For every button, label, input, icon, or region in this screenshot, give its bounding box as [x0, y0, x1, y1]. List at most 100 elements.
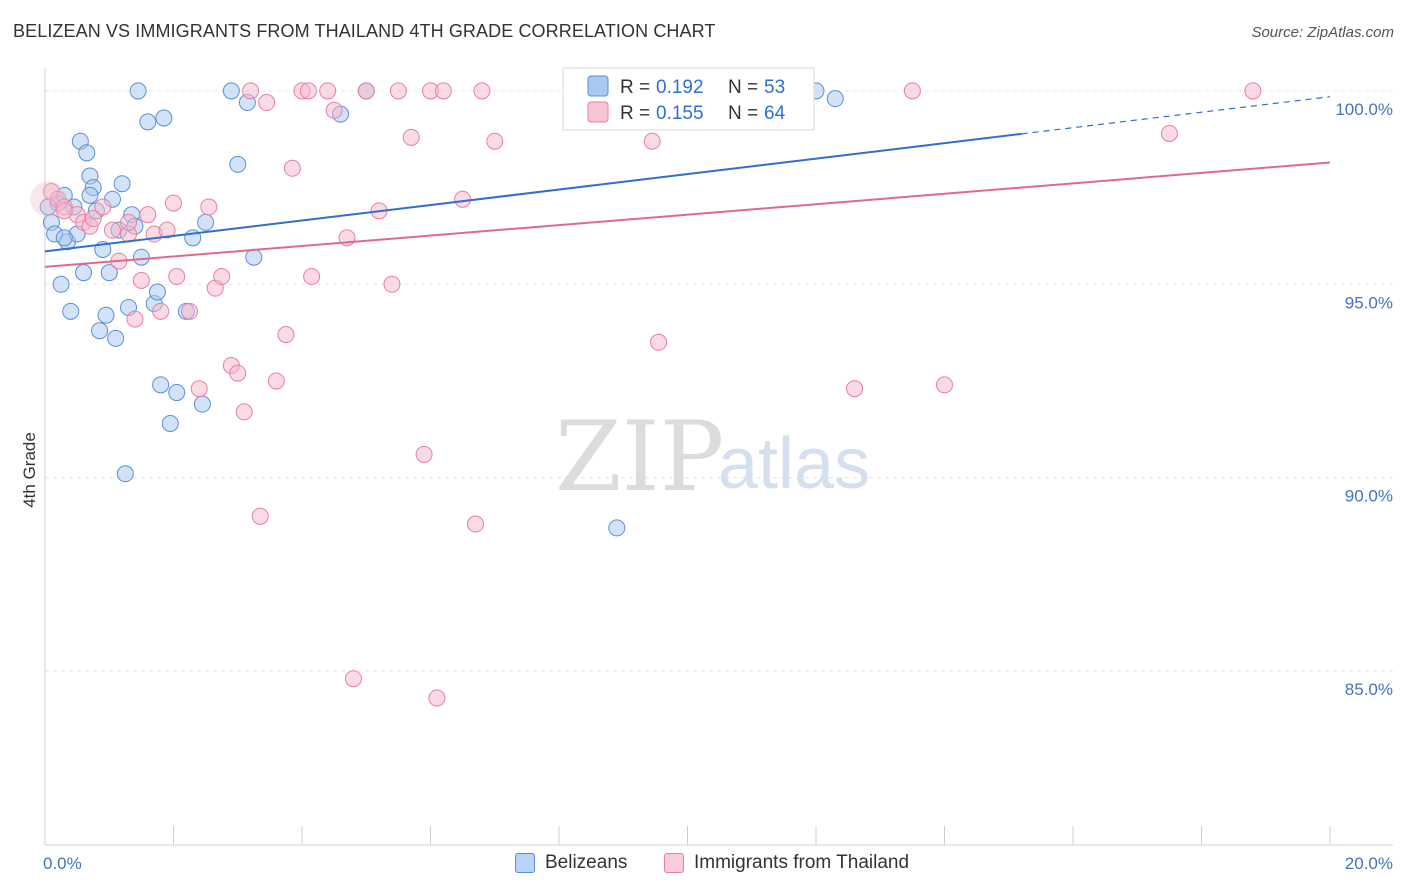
- legend-r-label-1: R =: [620, 77, 650, 98]
- point-belizean: [81, 186, 99, 204]
- point-thailand: [936, 376, 953, 394]
- point-thailand: [454, 190, 472, 208]
- point-thailand: [1244, 82, 1262, 100]
- point-thailand: [152, 302, 170, 320]
- point-thailand: [344, 670, 362, 688]
- point-belizean: [129, 82, 147, 100]
- legend-r-label-2: R =: [620, 103, 650, 124]
- chart-title: BELIZEAN VS IMMIGRANTS FROM THAILAND 4TH…: [13, 21, 716, 41]
- point-thailand: [190, 380, 208, 398]
- y-tick-label: 90.0%: [1345, 487, 1393, 506]
- trend-layer: [44, 96, 1331, 268]
- point-thailand: [299, 82, 317, 100]
- point-belizean: [52, 275, 70, 293]
- point-thailand: [267, 372, 285, 390]
- point-thailand: [168, 268, 186, 286]
- point-belizean: [222, 82, 240, 100]
- grid-layer: [45, 90, 1395, 672]
- point-belizean: [608, 519, 626, 537]
- point-belizean: [826, 90, 844, 108]
- point-thailand: [251, 507, 269, 525]
- point-belizean: [148, 283, 166, 301]
- point-belizean: [197, 213, 215, 231]
- point-belizean: [113, 175, 131, 193]
- point-thailand: [277, 326, 295, 344]
- point-thailand: [283, 159, 301, 177]
- trend-line-thailand: [44, 161, 1331, 268]
- point-thailand: [325, 101, 343, 119]
- point-belizean: [75, 264, 93, 282]
- point-belizean: [139, 113, 157, 131]
- trend-line-belizeans: [44, 132, 1022, 253]
- point-belizean: [62, 302, 80, 320]
- point-thailand: [402, 128, 420, 146]
- point-thailand: [434, 82, 452, 100]
- watermark-zip: ZIP: [555, 401, 724, 513]
- point-thailand: [383, 275, 401, 293]
- legend-n-label-2: N =: [728, 103, 758, 124]
- point-belizean: [91, 322, 109, 340]
- y-tick-label: 85.0%: [1345, 680, 1393, 699]
- point-thailand: [55, 202, 73, 220]
- point-belizean: [245, 248, 263, 266]
- point-belizean: [78, 144, 96, 162]
- point-thailand: [650, 333, 668, 351]
- point-thailand: [428, 689, 446, 707]
- points-layer: [30, 82, 1262, 707]
- point-thailand: [643, 132, 661, 150]
- point-thailand: [303, 268, 321, 286]
- point-thailand: [903, 82, 921, 100]
- x-tick-label-min: 0.0%: [43, 854, 82, 873]
- legend-n-value-2: 64: [764, 103, 786, 124]
- point-thailand: [139, 206, 157, 224]
- y-tick-label: 100.0%: [1335, 100, 1393, 119]
- point-belizean: [168, 384, 186, 402]
- point-thailand: [213, 268, 231, 286]
- legend-r-value-2: 0.155: [656, 103, 704, 124]
- watermark: ZIP atlas: [555, 401, 870, 513]
- trend-line-belizeans-extension: [1021, 96, 1331, 135]
- point-belizean: [100, 264, 118, 282]
- y-tick-label: 95.0%: [1345, 293, 1393, 312]
- point-belizean: [161, 414, 179, 432]
- legend-item-belizeans: Belizeans: [515, 852, 627, 874]
- axis-layer: 100.0% 95.0% 90.0% 85.0% 0.0% 20.0%: [43, 68, 1393, 873]
- legend-swatch-thailand: [587, 101, 609, 123]
- point-belizean: [107, 329, 125, 347]
- legend-swatch-pink: [664, 853, 684, 873]
- point-thailand: [415, 445, 433, 463]
- point-thailand: [84, 210, 102, 228]
- point-thailand: [94, 198, 112, 216]
- point-thailand: [242, 82, 260, 100]
- legend-n-value-1: 53: [764, 77, 785, 98]
- point-thailand: [165, 194, 182, 212]
- point-thailand: [1160, 124, 1178, 142]
- legend-n-label-1: N =: [728, 77, 758, 98]
- legend-swatch-blue: [515, 853, 535, 873]
- chart-source: Source: ZipAtlas.com: [1251, 24, 1394, 41]
- point-thailand: [235, 403, 253, 421]
- point-thailand: [229, 364, 247, 382]
- point-thailand: [132, 271, 150, 289]
- point-thailand: [103, 221, 121, 239]
- legend-label-thailand: Immigrants from Thailand: [694, 852, 910, 873]
- point-thailand: [181, 302, 199, 320]
- bottom-legend: Belizeans Immigrants from Thailand: [0, 852, 1406, 878]
- point-thailand: [258, 94, 276, 112]
- point-belizean: [97, 306, 115, 324]
- point-thailand: [126, 310, 144, 328]
- point-belizean: [229, 155, 247, 173]
- point-thailand: [319, 82, 337, 100]
- watermark-atlas: atlas: [718, 424, 870, 504]
- point-thailand: [846, 380, 864, 398]
- point-belizean: [132, 248, 150, 266]
- legend-label-belizeans: Belizeans: [545, 852, 628, 873]
- point-thailand: [473, 82, 491, 100]
- point-thailand: [200, 198, 218, 216]
- point-thailand: [486, 132, 504, 150]
- legend-swatch-belizeans: [587, 75, 609, 97]
- point-belizean: [155, 109, 173, 127]
- point-belizean: [193, 395, 211, 413]
- point-cluster-thailand: [30, 181, 67, 218]
